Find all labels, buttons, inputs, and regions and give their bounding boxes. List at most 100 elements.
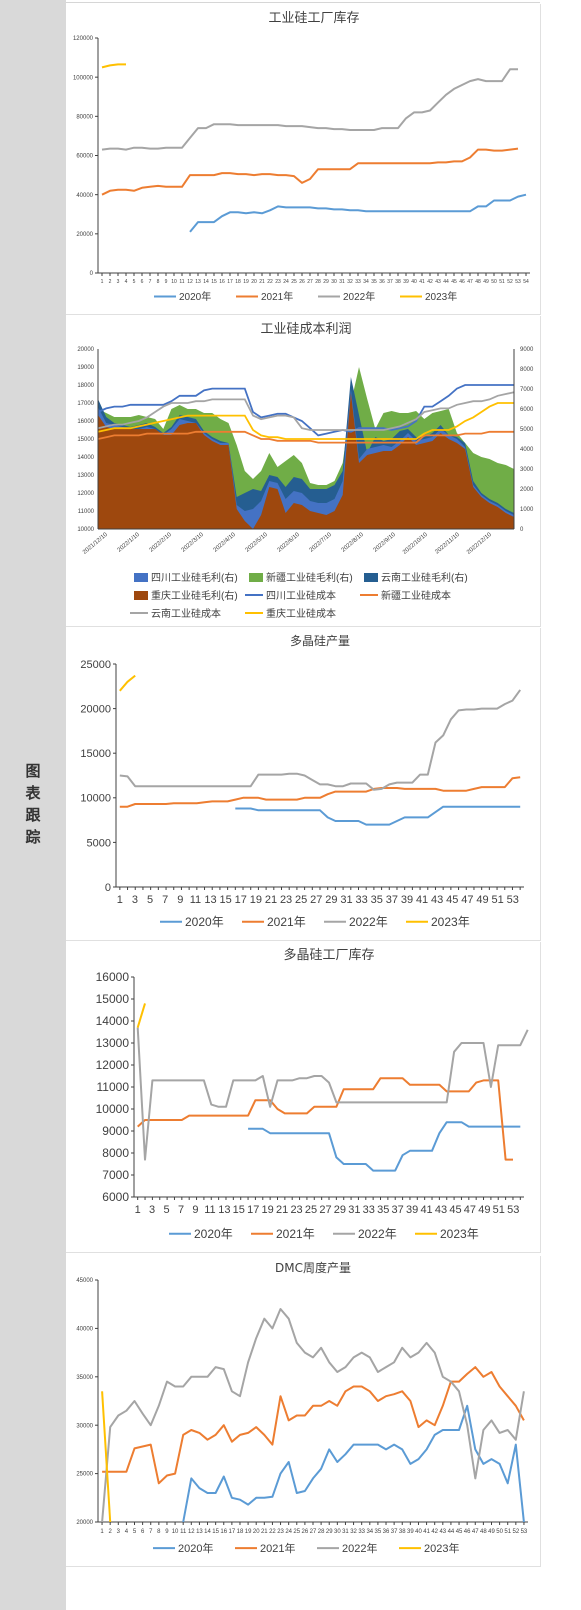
x-tick-label: 2021/12/10 — [82, 532, 109, 556]
x-tick-label: 52 — [512, 1529, 519, 1535]
x-tick-label: 32 — [350, 1529, 357, 1535]
x-tick-label: 47 — [461, 894, 473, 906]
x-tick-label: 27 — [319, 1204, 331, 1216]
sidebar: 图 表 跟 踪 — [0, 0, 66, 1610]
x-tick-label: 38 — [395, 279, 401, 285]
x-tick-label: 37 — [391, 1529, 398, 1535]
x-tick-label: 15 — [212, 1529, 219, 1535]
x-tick-label: 47 — [467, 279, 473, 285]
x-tick-label: 29 — [325, 894, 337, 906]
y-tick-label: 8000 — [102, 1146, 129, 1160]
series-line-2021 — [119, 776, 521, 808]
x-tick-label: 25 — [305, 1204, 317, 1216]
x-tick-label: 31 — [348, 1204, 360, 1216]
x-tick-label: 53 — [521, 1529, 528, 1535]
y-tick-label: 20000 — [80, 703, 111, 715]
legend-swatch — [364, 573, 378, 582]
x-tick-label: 37 — [386, 894, 398, 906]
x-tick-label: 3 — [117, 279, 120, 285]
chart-polysilicon-inventory: 多晶硅工厂库存600070008000900010000110001200013… — [96, 947, 529, 1241]
series-line-2021 — [137, 1077, 513, 1161]
x-tick-label: 49 — [483, 279, 489, 285]
x-tick-label: 21 — [259, 279, 265, 285]
x-tick-label: 30 — [331, 279, 337, 285]
legend-label: 2021年 — [260, 1541, 295, 1555]
x-tick-label: 3 — [117, 1529, 121, 1535]
x-tick-label: 2 — [108, 1529, 112, 1535]
legend-label: 2021年 — [276, 1227, 315, 1241]
y-tick-label: 0 — [90, 271, 94, 277]
x-tick-label: 28 — [315, 279, 321, 285]
y-tick-label: 60000 — [76, 154, 93, 160]
cost-line-3 — [97, 402, 514, 440]
y2-tick-label: 9000 — [520, 347, 534, 353]
y-tick-label: 6000 — [102, 1190, 129, 1204]
x-tick-label: 33 — [355, 279, 361, 285]
x-tick-label: 29 — [323, 279, 329, 285]
series-line-2023 — [101, 63, 126, 69]
y-tick-label: 5000 — [87, 837, 111, 849]
x-tick-label: 19 — [245, 1529, 252, 1535]
x-tick-label: 50 — [496, 1529, 503, 1535]
x-tick-label: 15 — [220, 894, 232, 906]
y-tick-label: 120000 — [73, 36, 94, 42]
x-tick-label: 13 — [204, 894, 216, 906]
x-tick-label: 2022/4/10 — [213, 532, 238, 554]
x-tick-label: 10 — [172, 1529, 179, 1535]
legend-swatch — [249, 573, 263, 582]
x-tick-label: 47 — [464, 1204, 476, 1216]
x-tick-label: 46 — [459, 279, 465, 285]
y-tick-label: 11000 — [78, 509, 95, 515]
y-tick-label: 100000 — [73, 75, 94, 81]
x-tick-label: 25 — [291, 279, 297, 285]
x-tick-label: 31 — [340, 894, 352, 906]
cost-line-2 — [97, 391, 515, 431]
y-tick-label: 9000 — [102, 1124, 129, 1138]
x-tick-label: 4 — [125, 279, 128, 285]
y-tick-label: 30000 — [76, 1423, 93, 1429]
x-tick-label: 35 — [371, 279, 377, 285]
legend-label: 2022年 — [342, 1541, 377, 1555]
x-tick-label: 11 — [190, 894, 201, 906]
x-tick-label: 6 — [141, 1529, 145, 1535]
x-tick-label: 44 — [443, 279, 449, 285]
x-tick-label: 5 — [164, 1204, 170, 1216]
x-tick-label: 25 — [293, 1529, 300, 1535]
chart-panel-polysilicon-inventory: 多晶硅工厂库存 6000 7000 8000 9000 10000 11000 12000 13… — [66, 942, 541, 1253]
legend-label: 云南工业硅成本 — [151, 607, 221, 620]
x-tick-label: 39 — [407, 1529, 414, 1535]
chart-title: 多晶硅工厂库存 — [283, 947, 374, 963]
x-tick-label: 51 — [499, 279, 505, 285]
x-tick-label: 17 — [229, 1529, 236, 1535]
x-tick-label: 2022/5/10 — [245, 532, 270, 554]
x-tick-label: 54 — [523, 279, 529, 285]
x-tick-label: 42 — [431, 1529, 438, 1535]
x-tick-label: 12 — [187, 279, 193, 285]
x-tick-label: 14 — [204, 1529, 211, 1535]
x-tick-label: 2022/11/10 — [434, 532, 461, 556]
legend-label: 四川工业硅成本 — [266, 589, 336, 602]
y-tick-label: 17000 — [77, 401, 94, 407]
series-line-2023 — [101, 1391, 112, 1523]
x-tick-label: 24 — [283, 279, 289, 285]
x-tick-label: 1 — [135, 1204, 141, 1216]
x-tick-label: 15 — [233, 1204, 245, 1216]
chart-panel-industrial-si-cost-profit: 工业硅成本利润 10000 11000 12000 13000 14000 15000 160… — [66, 316, 541, 627]
y2-tick-label: 6000 — [520, 407, 534, 413]
x-tick-label: 5 — [147, 894, 153, 906]
x-tick-label: 2022/6/10 — [277, 532, 302, 554]
x-tick-label: 43 — [431, 894, 443, 906]
x-tick-label: 43 — [435, 279, 441, 285]
x-tick-label: 11 — [204, 1204, 215, 1216]
y-tick-label: 20000 — [76, 1520, 93, 1526]
legend-label: 2023年 — [440, 1227, 479, 1241]
x-tick-label: 34 — [363, 279, 369, 285]
x-tick-label: 21 — [265, 894, 277, 906]
y-tick-label: 10000 — [77, 527, 94, 533]
y2-tick-label: 7000 — [520, 387, 534, 393]
chart-title: 工业硅成本利润 — [260, 322, 351, 337]
y2-tick-label: 5000 — [520, 427, 534, 433]
legend-label: 新疆工业硅毛利(右) — [266, 571, 353, 584]
sidebar-label: 图 表 跟 踪 — [0, 760, 66, 848]
